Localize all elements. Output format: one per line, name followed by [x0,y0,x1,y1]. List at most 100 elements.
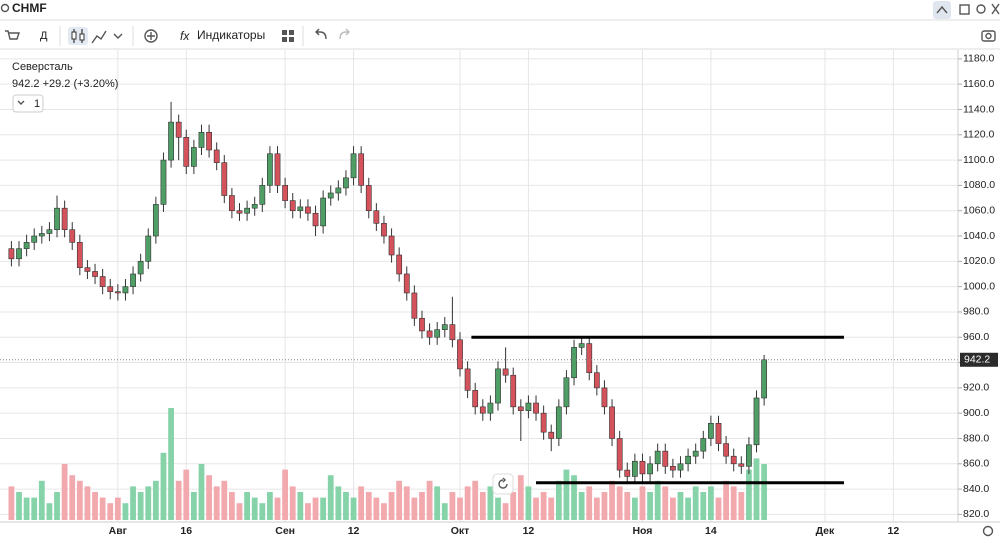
volume-bar [130,486,136,520]
volume-bar [198,464,205,520]
window-icon[interactable] [959,4,970,15]
chevron-up-icon [936,5,948,14]
candle-body [305,206,311,214]
add-icon[interactable] [144,29,158,43]
volume-bar [586,486,593,520]
candle-body [388,235,395,256]
volume-bar [274,497,281,520]
volume-bar [510,492,517,520]
volume-bar [206,475,212,520]
candle-body [38,233,45,237]
x-tick-label: Дек [816,525,835,537]
volume-bar [479,492,486,520]
candle-body [175,121,182,138]
candle-body [761,359,768,399]
candle-body [297,206,304,212]
symbol[interactable]: CHMF [12,1,47,15]
camera-icon[interactable] [981,30,996,42]
collapse-button[interactable] [933,1,951,19]
candle-body [244,207,250,214]
candle-body [327,192,334,199]
interval[interactable]: Д [40,30,48,42]
candle-body [662,450,669,467]
y-tick-label: 1160.0 [963,78,994,90]
volume-bar [312,497,319,520]
volume-bar [297,492,304,520]
volume-bar [540,492,547,520]
candle-body [571,347,577,379]
layers-toggle[interactable] [12,94,44,113]
candle-body [152,204,159,237]
camera-lens [985,32,992,40]
dropdown-icon[interactable] [113,33,123,39]
volume-bar [335,486,342,520]
candle-body [677,463,684,471]
candle-body [464,368,471,391]
legend-title: Северсталь [12,61,73,73]
volume-bar [639,486,646,520]
candle-body [419,317,425,332]
close-icon[interactable] [991,3,1000,15]
reset-icon [498,477,508,489]
candle-body [631,460,638,477]
volume-bar [525,486,532,520]
candle-body [616,438,623,471]
candle-body [457,339,463,370]
y-tick-label: 1140.0 [963,103,994,115]
candle-body [708,422,714,439]
volume-bar [730,486,737,520]
candle-body [510,374,517,408]
search-icon[interactable] [0,3,10,13]
indicators-button[interactable]: Индикаторы [197,28,265,42]
y-tick-label: 1040.0 [963,230,995,242]
volume-bar [31,497,38,520]
x-tick-label: Ноя [632,525,652,537]
candle-body [54,207,60,230]
candle-body [190,147,197,167]
candle-body [335,187,342,194]
candle-body [563,377,570,408]
candle-body [23,242,30,249]
volume-bar [593,497,600,520]
volume-bar [426,480,433,520]
volume-bar [267,492,273,520]
candle-body [434,329,441,338]
candle-body [730,455,737,465]
volume-bar [449,492,456,520]
volume-bar [160,452,167,520]
volume-bar [229,492,235,520]
candle-type-button[interactable] [68,27,88,45]
layout-icon[interactable] [282,30,287,35]
volume-bar [244,492,250,520]
cart-icon[interactable] [5,30,20,40]
candle-body [282,185,289,201]
candle-body [312,212,319,227]
volume-bar [69,475,76,520]
settings-icon[interactable] [976,4,986,14]
volume-bar [487,486,494,520]
candle-body [525,402,532,411]
volume-bar [457,497,463,520]
redo-icon[interactable] [339,28,350,40]
area-icon[interactable] [91,30,107,44]
settings-icon[interactable] [982,525,994,537]
volume-bar [555,480,562,520]
reset-button[interactable] [492,473,514,495]
candle-body [396,254,403,275]
undo-icon[interactable] [315,28,327,40]
volume-bar [84,486,91,520]
candle-body [69,229,76,243]
volume-bar [168,408,174,520]
candle-body [426,330,433,338]
y-tick-label: 920.0 [963,382,989,394]
y-tick-label: 860.0 [963,458,989,470]
volume-bar [327,475,334,520]
volume-bar [114,497,121,520]
volume-bar [259,503,266,520]
volume-bar [54,492,60,520]
y-tick-label: 980.0 [963,306,989,318]
y-tick-label: 1180.0 [963,53,994,65]
candle-body [320,197,327,227]
